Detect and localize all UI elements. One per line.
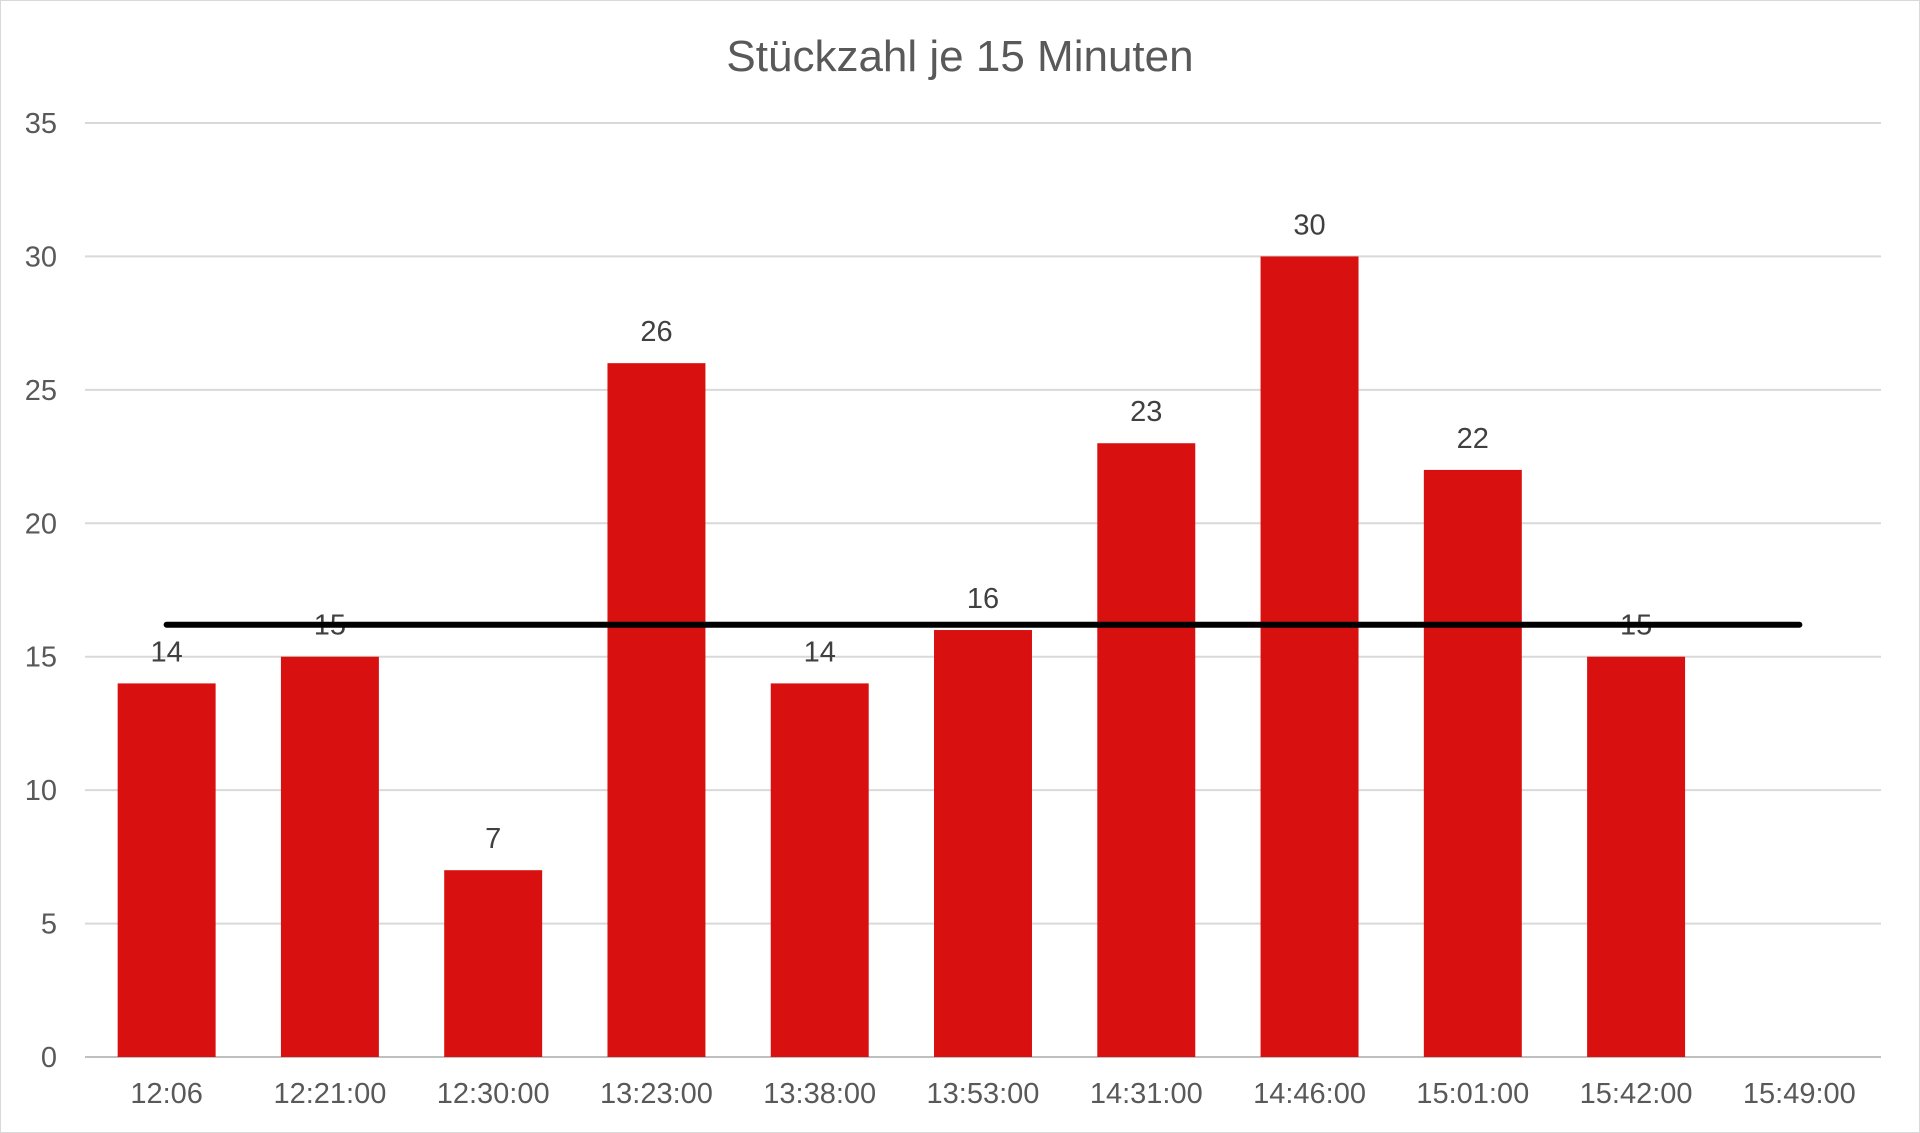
x-tick-label: 12:06 <box>130 1078 203 1110</box>
data-label: 16 <box>967 583 999 615</box>
bars <box>117 256 1686 1058</box>
data-label: 14 <box>804 636 836 668</box>
data-label: 7 <box>485 823 501 855</box>
data-label: 23 <box>1130 396 1162 428</box>
bar <box>1423 469 1522 1057</box>
y-axis-ticks: 0 5 10 15 20 25 30 35 <box>25 108 57 1074</box>
y-tick-label: 5 <box>41 909 57 941</box>
y-tick-label: 25 <box>25 375 57 407</box>
bar <box>444 870 543 1057</box>
bar <box>770 683 869 1057</box>
x-tick-label: 15:01:00 <box>1416 1078 1529 1110</box>
x-tick-label: 14:46:00 <box>1253 1078 1366 1110</box>
y-tick-label: 0 <box>41 1042 57 1074</box>
data-label: 22 <box>1457 423 1489 455</box>
x-tick-label: 13:38:00 <box>763 1078 876 1110</box>
data-label: 26 <box>640 316 672 348</box>
x-tick-label: 13:53:00 <box>927 1078 1040 1110</box>
bar <box>1097 443 1196 1057</box>
bar <box>607 363 706 1058</box>
x-tick-label: 12:21:00 <box>273 1078 386 1110</box>
y-tick-label: 30 <box>25 241 57 273</box>
bar <box>117 683 216 1057</box>
x-tick-label: 15:49:00 <box>1743 1078 1856 1110</box>
chart-title: Stückzahl je 15 Minuten <box>726 32 1193 81</box>
x-tick-label: 14:31:00 <box>1090 1078 1203 1110</box>
x-tick-label: 15:42:00 <box>1580 1078 1693 1110</box>
data-label: 30 <box>1293 209 1325 241</box>
data-label: 14 <box>151 636 183 668</box>
x-axis-ticks: 12:06 12:21:00 12:30:00 13:23:00 13:38:00 13:… <box>130 1078 1855 1110</box>
y-tick-label: 20 <box>25 508 57 540</box>
y-tick-label: 35 <box>25 108 57 140</box>
bar <box>280 656 379 1057</box>
bar <box>934 630 1032 1057</box>
y-tick-label: 10 <box>25 775 57 807</box>
x-tick-label: 12:30:00 <box>437 1078 550 1110</box>
y-tick-label: 15 <box>25 642 57 674</box>
bar <box>1260 256 1359 1057</box>
x-tick-label: 13:23:00 <box>600 1078 713 1110</box>
bar <box>1587 656 1686 1057</box>
